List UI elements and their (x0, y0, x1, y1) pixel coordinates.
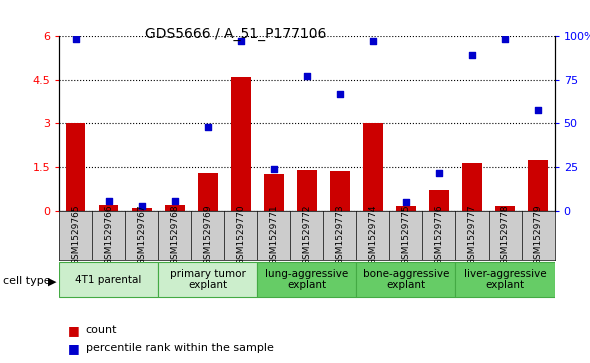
Point (401, 200, 411, 205)
Text: GSM1529778: GSM1529778 (500, 205, 510, 265)
Text: cell type: cell type (3, 276, 51, 286)
Bar (99, 205, 119, 211)
Bar (429, 190, 449, 211)
FancyBboxPatch shape (59, 261, 158, 298)
Text: bone-aggressive
explant: bone-aggressive explant (363, 269, 449, 290)
Text: GSM1529776: GSM1529776 (434, 205, 444, 265)
Text: GSM1529772: GSM1529772 (302, 205, 312, 265)
Bar (528, 160, 548, 211)
Text: GSM1529773: GSM1529773 (335, 205, 345, 265)
Point (203, 124, 212, 130)
Bar (330, 171, 350, 211)
Point (500, 36, 510, 42)
Point (71, 36, 80, 42)
Text: GSM1529775: GSM1529775 (401, 205, 411, 265)
Text: GSM1529769: GSM1529769 (203, 205, 212, 265)
Point (302, 73, 312, 79)
Text: 4T1 parental: 4T1 parental (76, 274, 142, 285)
Point (335, 91, 345, 97)
FancyBboxPatch shape (356, 261, 455, 298)
FancyBboxPatch shape (158, 261, 257, 298)
Text: liver-aggressive
explant: liver-aggressive explant (464, 269, 546, 290)
Bar (495, 206, 515, 211)
Text: lung-aggressive
explant: lung-aggressive explant (265, 269, 349, 290)
Bar (65, 123, 86, 211)
FancyBboxPatch shape (257, 261, 356, 298)
Bar (363, 123, 383, 211)
FancyBboxPatch shape (455, 261, 555, 298)
Point (533, 107, 543, 113)
Text: primary tumor
explant: primary tumor explant (170, 269, 245, 290)
Point (368, 38, 378, 44)
Text: GSM1529768: GSM1529768 (170, 205, 179, 265)
Text: count: count (86, 325, 117, 335)
Point (467, 52, 477, 58)
Point (137, 203, 146, 209)
Bar (165, 205, 185, 211)
Text: ■: ■ (68, 324, 80, 337)
Point (104, 198, 113, 204)
Bar (297, 170, 317, 211)
Point (170, 198, 179, 204)
Point (236, 38, 245, 44)
Text: GSM1529770: GSM1529770 (236, 205, 245, 265)
Text: ■: ■ (68, 342, 80, 355)
Bar (198, 173, 218, 211)
Text: GSM1529777: GSM1529777 (467, 205, 477, 265)
Text: GSM1529774: GSM1529774 (368, 205, 378, 265)
Point (434, 171, 444, 176)
Text: ▶: ▶ (48, 276, 56, 286)
Text: GSM1529767: GSM1529767 (137, 205, 146, 265)
Bar (264, 174, 284, 211)
Point (269, 166, 278, 172)
Text: GSM1529779: GSM1529779 (533, 205, 543, 265)
Text: GSM1529765: GSM1529765 (71, 205, 80, 265)
Bar (462, 163, 482, 211)
Bar (396, 206, 416, 211)
Text: GDS5666 / A_51_P177106: GDS5666 / A_51_P177106 (145, 27, 327, 41)
Text: GSM1529771: GSM1529771 (269, 205, 278, 265)
Bar (132, 208, 152, 211)
Text: percentile rank within the sample: percentile rank within the sample (86, 343, 273, 354)
Text: GSM1529766: GSM1529766 (104, 205, 113, 265)
Bar (231, 77, 251, 211)
